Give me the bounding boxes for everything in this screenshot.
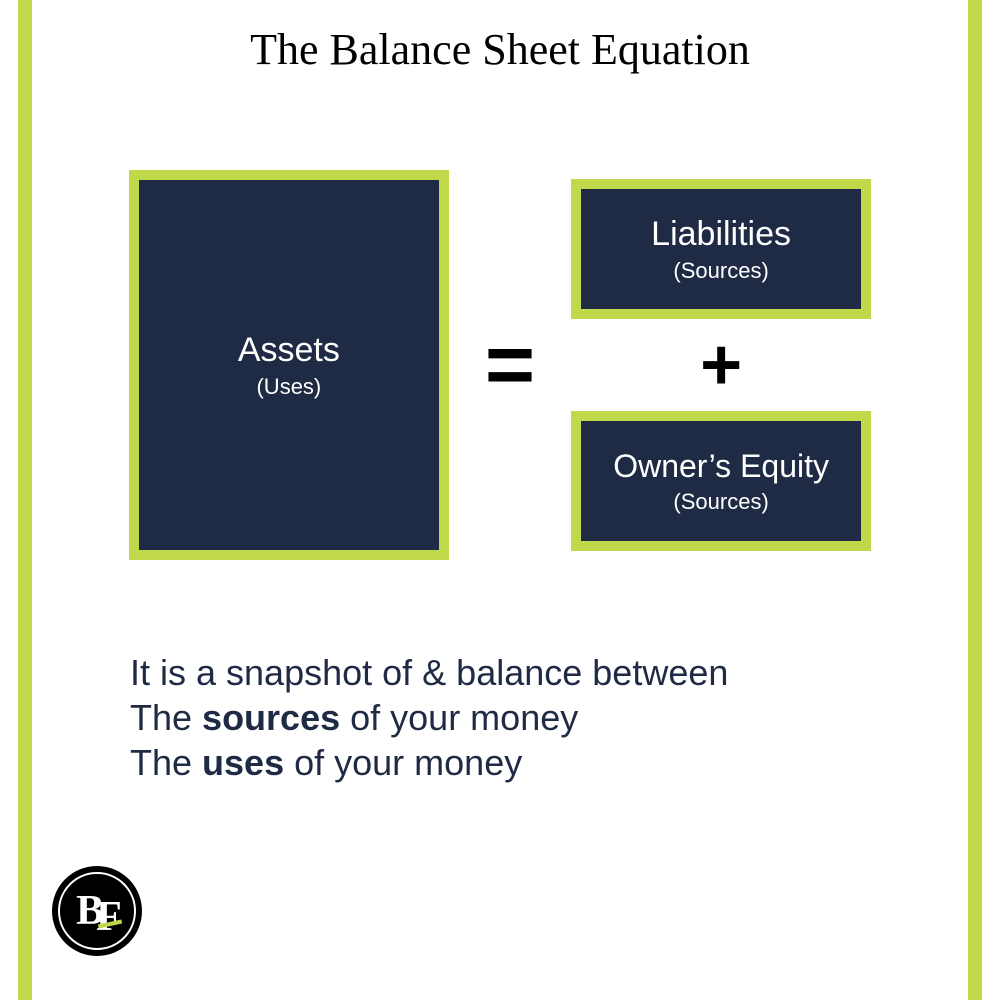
brand-logo: BF (52, 866, 142, 956)
caption-l3-pre: The (130, 742, 202, 783)
assets-sublabel: (Uses) (256, 374, 321, 400)
assets-label: Assets (238, 331, 340, 370)
right-column: Liabilities (Sources) + Owner’s Equity (… (571, 179, 871, 551)
logo-monogram: BF (52, 866, 142, 956)
logo-letter-f: F (96, 893, 116, 941)
accent-stripe-left (18, 0, 32, 1000)
assets-box: Assets (Uses) (129, 170, 449, 560)
logo-letter-b: B (76, 887, 98, 935)
page-title: The Balance Sheet Equation (0, 24, 1000, 75)
liabilities-box: Liabilities (Sources) (571, 179, 871, 319)
caption-l2-bold: sources (202, 697, 340, 738)
caption-line-2: The sources of your money (130, 695, 900, 740)
caption-block: It is a snapshot of & balance between Th… (130, 650, 900, 785)
equation-row: Assets (Uses) = Liabilities (Sources) + … (80, 150, 920, 580)
equity-label: Owner’s Equity (613, 448, 829, 485)
caption-l2-pre: The (130, 697, 202, 738)
liabilities-sublabel: (Sources) (673, 258, 768, 284)
caption-l2-post: of your money (340, 697, 578, 738)
caption-l3-post: of your money (284, 742, 522, 783)
equals-sign: = (485, 322, 535, 408)
plus-sign: + (700, 329, 742, 401)
caption-line-3: The uses of your money (130, 740, 900, 785)
accent-stripe-right (968, 0, 982, 1000)
caption-l3-bold: uses (202, 742, 284, 783)
liabilities-label: Liabilities (651, 215, 791, 254)
equity-box: Owner’s Equity (Sources) (571, 411, 871, 551)
equity-sublabel: (Sources) (673, 489, 768, 515)
caption-line-1: It is a snapshot of & balance between (130, 650, 900, 695)
